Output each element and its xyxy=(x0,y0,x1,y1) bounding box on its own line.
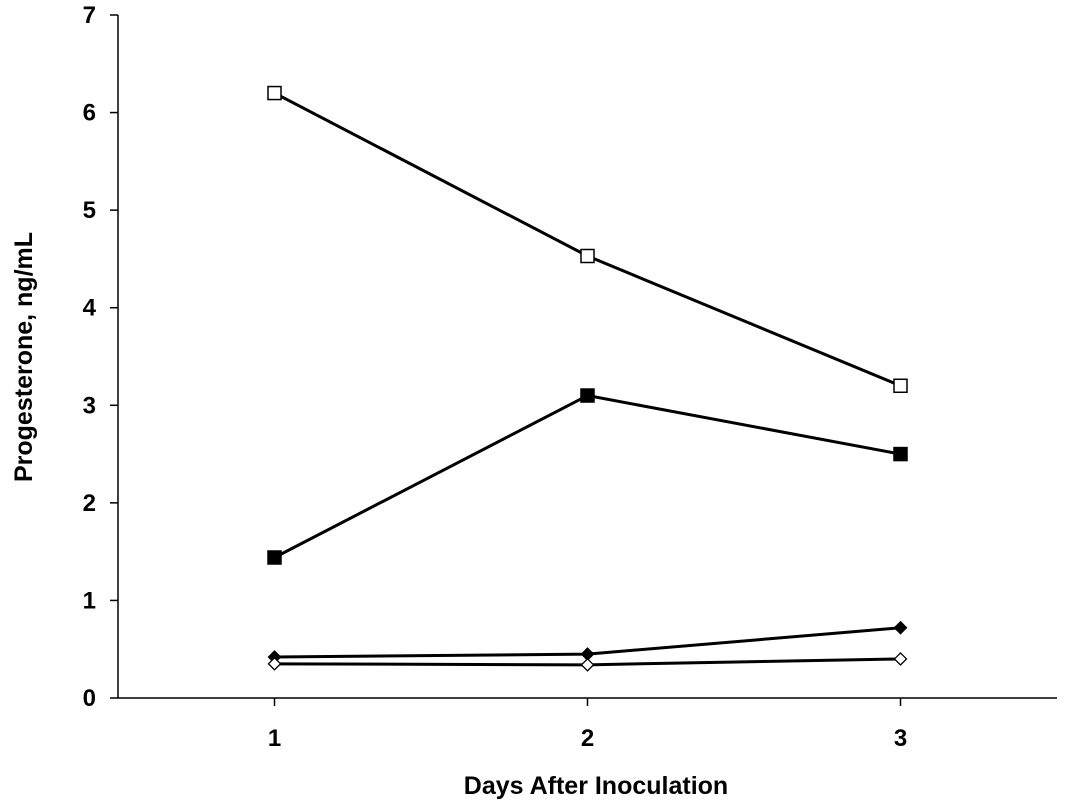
data-point-open-diamond xyxy=(580,657,595,672)
x-tick-label: 3 xyxy=(894,725,907,752)
x-axis-title: Days After Inoculation xyxy=(464,772,728,800)
data-point-filled-square xyxy=(893,446,908,462)
x-tick-label: 2 xyxy=(581,725,594,752)
y-ticks: 0 1 2 3 4 5 6 7 xyxy=(83,2,118,712)
data-point-open-square xyxy=(580,248,595,264)
y-tick-label: 7 xyxy=(83,2,96,29)
y-tick-label: 0 xyxy=(83,685,96,712)
y-tick-label: 6 xyxy=(83,100,96,127)
series-markers xyxy=(267,85,908,672)
series-line-2 xyxy=(273,394,901,559)
data-point-open-diamond xyxy=(893,652,908,666)
data-point-open-square xyxy=(893,378,908,394)
data-point-filled-diamond xyxy=(893,620,908,635)
data-point-open-diamond xyxy=(267,656,282,671)
data-point-open-square xyxy=(267,85,282,101)
data-point-filled-square xyxy=(267,550,282,565)
y-tick-label: 1 xyxy=(83,587,96,614)
y-tick-label: 4 xyxy=(83,295,97,322)
axes xyxy=(117,15,1057,699)
data-point-filled-square xyxy=(580,388,595,403)
x-ticks: 1 2 3 xyxy=(268,698,907,752)
y-tick-label: 2 xyxy=(83,490,96,517)
x-tick-label: 1 xyxy=(268,725,281,752)
y-axis-title: Progesterone, ng/mL xyxy=(10,232,38,482)
y-tick-label: 3 xyxy=(83,392,96,419)
series-lines xyxy=(273,91,902,667)
series-line-1 xyxy=(273,91,902,388)
y-tick-label: 5 xyxy=(83,197,96,224)
